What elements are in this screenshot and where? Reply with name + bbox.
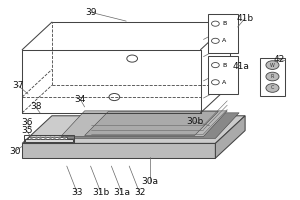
Text: 38: 38 [30, 102, 41, 111]
Circle shape [266, 72, 279, 81]
Circle shape [266, 61, 279, 69]
Text: 41a: 41a [232, 62, 249, 71]
Text: 30: 30 [9, 147, 20, 156]
Text: A: A [222, 80, 227, 85]
Polygon shape [61, 113, 239, 138]
Text: B: B [222, 63, 227, 68]
Text: A: A [222, 38, 227, 43]
Polygon shape [208, 14, 238, 53]
Text: B: B [222, 21, 227, 26]
Text: 34: 34 [74, 95, 86, 104]
Text: W: W [270, 63, 275, 68]
Text: 35: 35 [21, 126, 32, 135]
Text: 42: 42 [274, 55, 285, 64]
Text: 31b: 31b [92, 188, 110, 197]
Text: 36: 36 [21, 118, 32, 127]
Polygon shape [208, 56, 238, 94]
Polygon shape [25, 139, 73, 142]
Polygon shape [22, 116, 245, 143]
Polygon shape [22, 143, 215, 158]
Polygon shape [85, 111, 218, 136]
Text: C: C [271, 85, 274, 90]
Circle shape [266, 84, 279, 92]
Polygon shape [215, 116, 245, 158]
Text: 31a: 31a [113, 188, 130, 197]
Polygon shape [260, 58, 285, 96]
Text: 33: 33 [71, 188, 83, 197]
Text: 30b: 30b [186, 117, 203, 126]
Text: R: R [271, 74, 274, 79]
Text: 32: 32 [134, 188, 145, 197]
Polygon shape [61, 111, 227, 136]
Text: 37: 37 [12, 81, 23, 90]
Text: 39: 39 [85, 8, 96, 17]
Text: 41b: 41b [236, 14, 254, 23]
Polygon shape [28, 137, 67, 139]
Text: 30a: 30a [142, 177, 158, 186]
